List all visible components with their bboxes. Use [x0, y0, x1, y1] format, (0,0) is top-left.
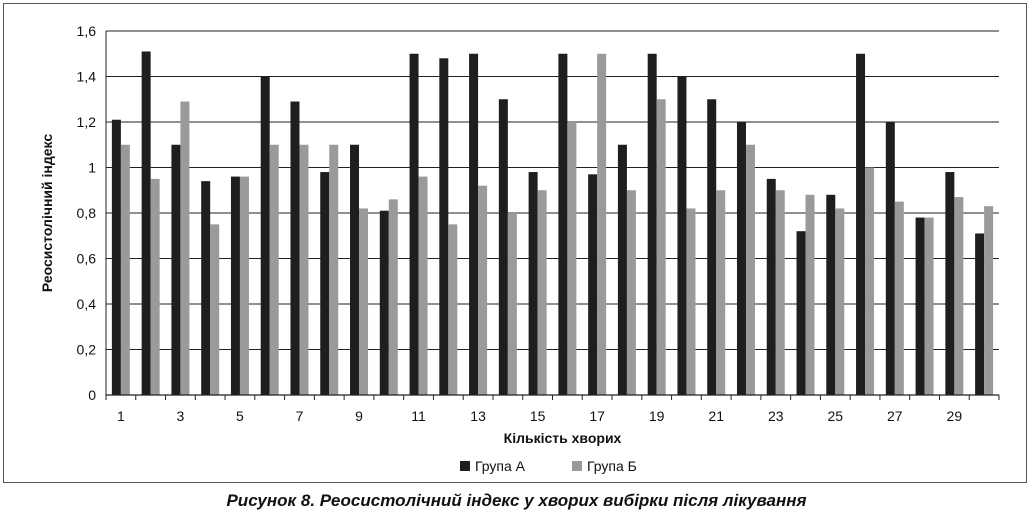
bar-group-b-15	[537, 190, 547, 395]
bar-group-b-2	[150, 178, 160, 395]
bar-group-a-21	[707, 99, 717, 395]
bar-group-b-3	[180, 101, 190, 396]
bar-group-a-8	[320, 172, 330, 395]
bar-group-a-13	[469, 53, 479, 395]
x-tick-label: 11	[411, 408, 426, 424]
bar-group-a-15	[528, 172, 538, 395]
bar-chart: 00,20,40,60,811,21,41,6 1 3 5 7 9 11 13 15 17 19 2…	[39, 23, 1000, 474]
bar-group-a-2	[141, 51, 151, 395]
bar-group-a-5	[230, 176, 240, 395]
bar-group-a-7	[290, 101, 300, 396]
bars	[111, 51, 994, 396]
bar-group-b-16	[567, 122, 577, 395]
bar-group-a-4	[201, 181, 211, 395]
bar-group-a-27	[885, 122, 895, 395]
y-tick-label: 1,6	[77, 23, 97, 39]
bar-group-b-27	[894, 201, 904, 395]
x-tick-label: 25	[827, 408, 843, 424]
bar-group-b-25	[835, 208, 845, 395]
x-tick-labels: 1 3 5 7 9 11 13 15 17 19 21 23 25 27 29	[117, 408, 962, 424]
bar-group-b-10	[388, 199, 398, 395]
bar-group-b-8	[329, 144, 339, 395]
x-tick-label: 29	[947, 408, 963, 424]
axes	[105, 31, 1000, 400]
y-tick-label: 1	[88, 160, 96, 176]
legend-swatch-group-b	[572, 461, 582, 471]
bar-group-a-11	[409, 53, 419, 395]
bar-group-a-14	[498, 99, 508, 395]
chart-frame: 0 0,2 0,4 0,6 0,8 1 1,2 1,4 1,6 1 3 5 7 9 11 13 15 17 19 2…	[3, 3, 1027, 483]
bar-group-b-29	[954, 197, 964, 395]
x-tick-label: 13	[470, 408, 486, 424]
bar-group-a-23	[766, 178, 776, 395]
bar-group-b-19	[656, 99, 666, 395]
x-tick-label: 3	[177, 408, 185, 424]
y-tick-label: 1,2	[77, 114, 97, 130]
bar-group-a-26	[856, 53, 866, 395]
y-tick-labels: 0 0,2 0,4 0,6 0,8 1 1,2 1,4 1,6	[77, 23, 97, 403]
y-tick-label: 1,4	[77, 69, 97, 85]
bar-group-b-20	[686, 208, 696, 395]
bar-group-b-21	[716, 190, 726, 395]
bar-group-a-25	[826, 194, 836, 395]
bar-group-a-6	[260, 76, 270, 395]
bar-group-b-9	[359, 208, 369, 395]
x-tick-label: 21	[708, 408, 724, 424]
bar-group-b-17	[597, 53, 607, 395]
bar-group-b-6	[269, 144, 279, 395]
figure-caption: Рисунок 8. Реосистолічний індекс у хвори…	[226, 491, 807, 510]
legend: Група А Група Б	[460, 458, 637, 474]
bar-group-a-22	[736, 122, 746, 395]
bar-group-b-26	[865, 167, 875, 395]
bar-group-b-7	[299, 144, 309, 395]
bar-group-b-1	[120, 144, 130, 395]
bar-group-b-13	[478, 185, 488, 395]
grid-lines	[106, 30, 999, 350]
bar-group-a-20	[677, 76, 687, 395]
x-tick-label: 7	[296, 408, 304, 424]
bar-group-b-28	[924, 217, 934, 395]
bar-group-a-3	[171, 144, 181, 395]
x-tick-label: 5	[236, 408, 244, 424]
legend-label-group-b: Група Б	[587, 458, 637, 474]
bar-group-b-18	[626, 190, 636, 395]
bar-group-b-24	[805, 194, 815, 395]
x-tick-label: 15	[530, 408, 546, 424]
bar-group-b-23	[775, 190, 785, 395]
x-tick-label: 19	[649, 408, 665, 424]
x-tick-label: 1	[117, 408, 125, 424]
y-axis-label: Реосистолічний індекс	[39, 134, 55, 293]
x-tick-label: 23	[768, 408, 784, 424]
bar-group-a-10	[379, 210, 389, 395]
bar-group-b-12	[448, 224, 458, 395]
x-tick-label: 17	[589, 408, 605, 424]
bar-group-a-29	[945, 172, 955, 395]
bar-group-b-14	[507, 213, 517, 395]
bar-group-b-22	[745, 144, 755, 395]
legend-swatch-group-a	[460, 461, 470, 471]
bar-group-b-30	[984, 206, 994, 395]
bar-group-a-24	[796, 231, 806, 395]
bar-group-a-16	[558, 53, 568, 395]
bar-group-a-28	[915, 217, 925, 395]
bar-group-a-18	[617, 144, 627, 395]
x-tick-label: 27	[887, 408, 903, 424]
y-tick-label: 0,6	[77, 251, 97, 267]
bar-group-a-12	[439, 58, 449, 396]
x-axis-label: Кількість хворих	[504, 430, 622, 446]
bar-group-a-19	[647, 53, 657, 395]
bar-group-b-4	[210, 224, 220, 395]
legend-label-group-a: Група А	[475, 458, 526, 474]
bar-group-a-9	[350, 144, 360, 395]
bar-group-b-5	[239, 176, 249, 395]
y-tick-label: 0,4	[77, 296, 97, 312]
x-tick-label: 9	[355, 408, 363, 424]
bar-group-a-17	[588, 174, 598, 395]
y-tick-label: 0,2	[77, 342, 97, 358]
bar-group-a-1	[111, 119, 121, 395]
bar-group-a-30	[975, 233, 985, 395]
y-tick-label: 0,8	[77, 205, 97, 221]
bar-group-b-11	[418, 176, 428, 395]
y-tick-label: 0	[88, 387, 96, 403]
